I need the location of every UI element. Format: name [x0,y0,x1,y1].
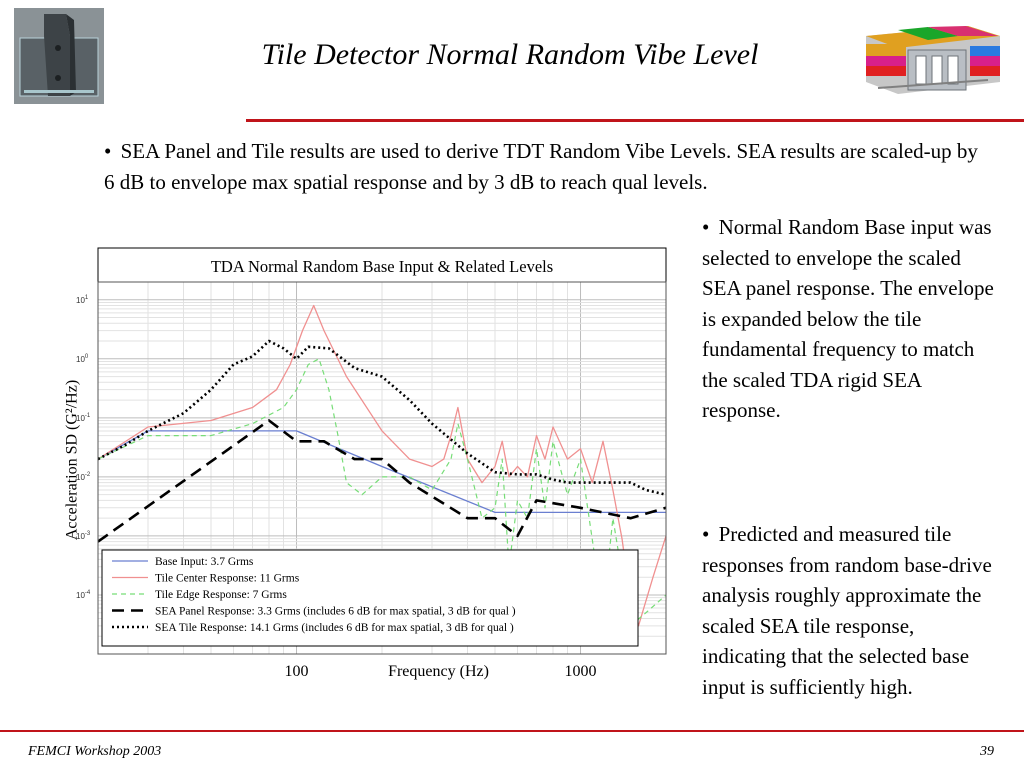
footer-divider [0,730,1024,732]
bullet-top: • SEA Panel and Tile results are used to… [104,136,984,197]
bullet-marker: • [702,522,710,546]
legend-label-2: Tile Center Response: 11 Grms [155,573,300,585]
legend-label-3: Tile Edge Response: 7 Grms [155,589,287,601]
chart-title-box [97,247,667,283]
slide-title: Tile Detector Normal Random Vibe Level [261,38,759,71]
bullet-top-text: SEA Panel and Tile results are used to d… [104,139,978,194]
series-group [98,304,666,627]
x-tick-label: 100 [285,663,309,680]
x-tick-label: 1000 [565,663,597,680]
detector-model-graphic [858,22,1008,102]
legend-label-4: SEA Panel Response: 3.3 Grms (includes 6… [155,606,516,618]
bullet-marker: • [702,215,710,239]
plot-frame [97,281,667,655]
y-tick-label: 10-1 [76,413,91,423]
series-line-2 [98,304,666,627]
y-tick-label: 10-4 [76,590,91,600]
legend-label-1: Base Input: 3.7 Grms [155,556,254,568]
y-tick-label: 10-2 [76,472,91,482]
bullet-marker: • [104,139,112,163]
y-tick-label: 10-3 [76,531,91,541]
page-number: 39 [980,744,994,759]
series-line-4 [98,419,666,543]
y-axis-label: Acceleration SD (G²/Hz) [63,380,80,540]
bullet-right-2: • Predicted and measured tile responses … [702,519,1002,702]
tile-sample-photo [14,8,104,104]
bullet-right-1: • Normal Random Base input was selected … [702,212,1002,426]
series-line-5 [98,339,666,496]
series-line-1 [98,430,666,514]
bullet-right-2-text: Predicted and measured tile responses fr… [702,522,992,699]
series-line-3 [98,358,666,627]
y-tick-label: 101 [76,295,89,305]
bullet-right-1-text: Normal Random Base input was selected to… [702,215,994,422]
chart-legend: Base Input: 3.7 Grms Tile Center Response… [101,549,639,647]
legend-label-5: SEA Tile Response: 14.1 Grms (includes 6… [155,622,514,634]
legend-box [101,549,639,647]
y-tick-label: 100 [76,354,89,364]
psd-chart: 101 100 10-1 10-2 10-3 10-4 TDA Normal Random … [63,247,667,680]
footer-workshop: FEMCI Workshop 2003 [28,744,162,759]
title-divider [246,119,1024,122]
chart-title: TDA Normal Random Base Input & Related L… [211,257,553,276]
x-axis-label: Frequency (Hz) [388,663,489,680]
